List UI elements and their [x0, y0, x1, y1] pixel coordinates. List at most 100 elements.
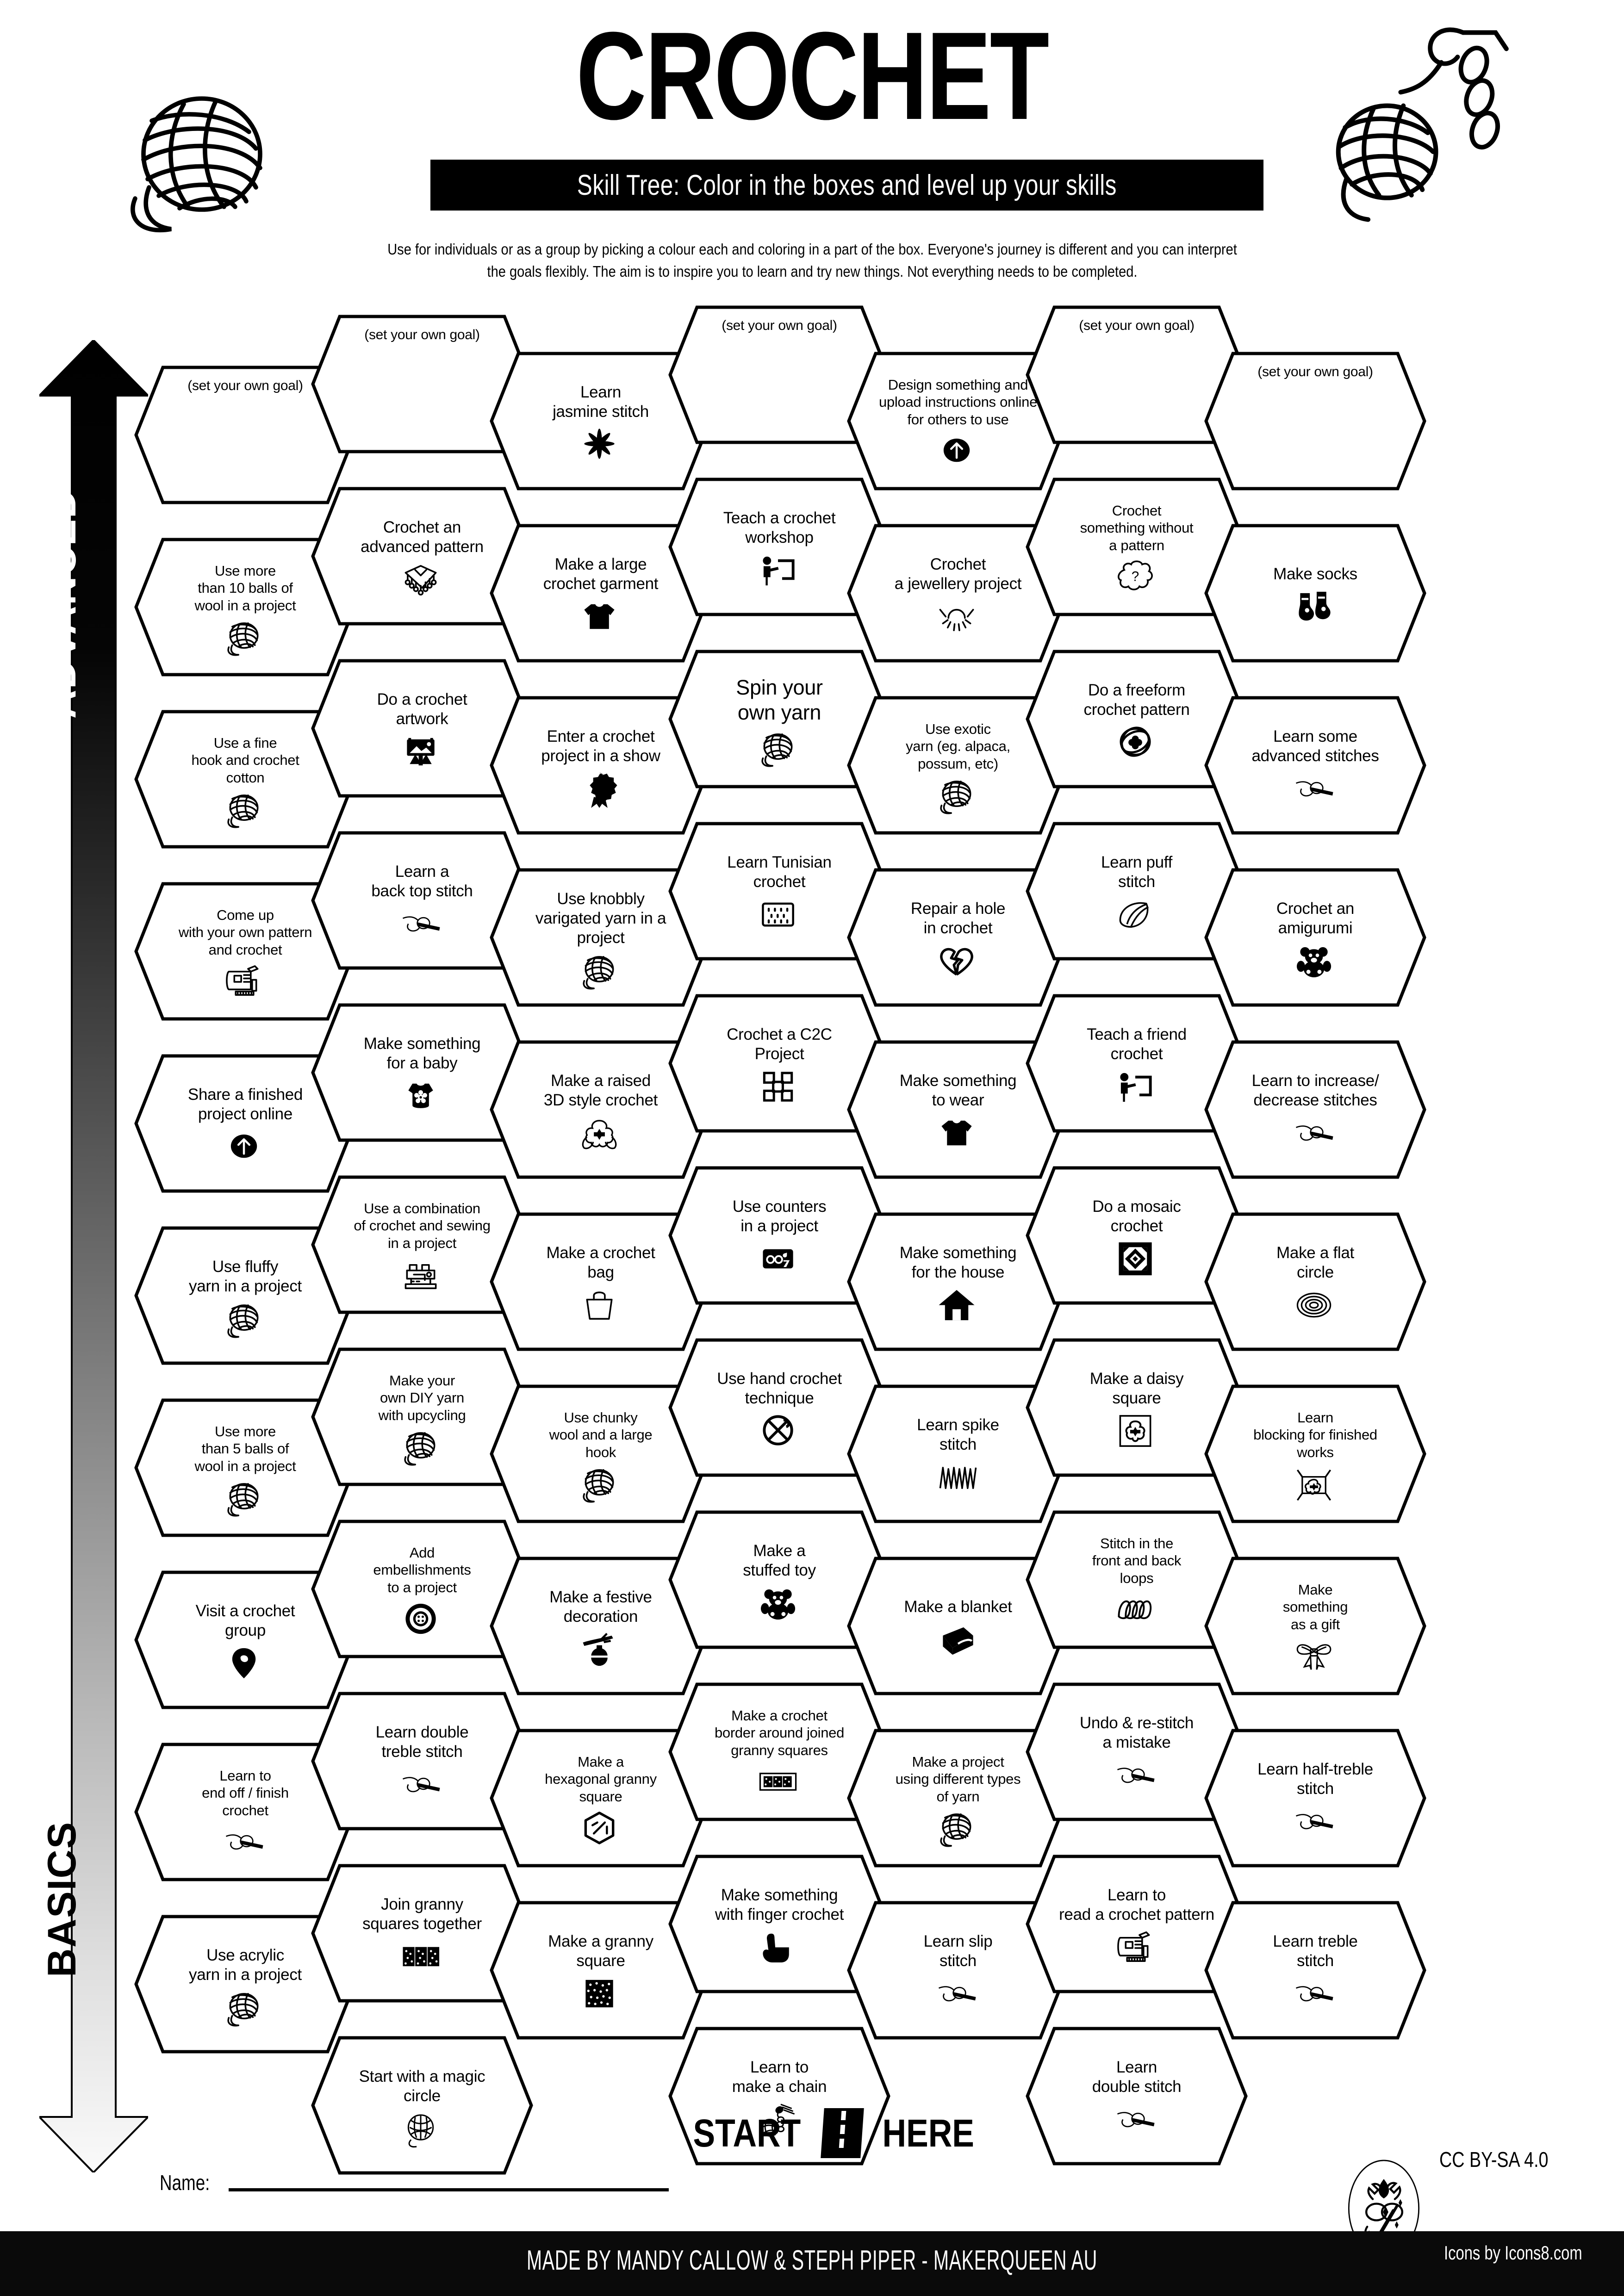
pattern-plan-icon	[223, 962, 268, 1002]
skill-hex-custom-goal[interactable]: (set your own goal)	[668, 305, 890, 444]
poncho-icon	[400, 560, 444, 600]
tshirt-icon	[936, 1114, 980, 1154]
yarn-ball-icon	[400, 1427, 444, 1467]
skill-hex-label: Crochet an amigurumi	[1276, 900, 1355, 937]
skill-hex[interactable]: Crochet a C2C Project	[668, 994, 890, 1133]
svg-text:?: ?	[1132, 569, 1139, 584]
easel-icon	[400, 732, 444, 772]
skill-hex-label: Use more than 5 balls of wool in a proje…	[194, 1423, 296, 1474]
skill-hex[interactable]: Do a mosaic crochet	[1026, 1166, 1248, 1305]
skill-hex[interactable]: Enter a crochet project in a show	[490, 696, 712, 835]
skill-hex[interactable]: Join granny squares together	[311, 1864, 533, 2003]
skill-hex[interactable]: Teach a friend crochet	[1026, 994, 1248, 1133]
skill-hex-label: Stitch in the front and back loops	[1092, 1535, 1182, 1586]
skill-hex-label: Enter a crochet project in a show	[541, 727, 660, 765]
skill-hex[interactable]: Learn to end off / finish crochet	[134, 1743, 356, 1881]
skill-hex-label: Make socks	[1273, 565, 1357, 583]
skill-hex-custom-goal[interactable]: (set your own goal)	[1026, 305, 1248, 444]
skill-hex[interactable]: Use a fine hook and crochet cotton	[134, 710, 356, 849]
skill-hex[interactable]: Use more than 10 balls of wool in a proj…	[134, 538, 356, 676]
skill-hex[interactable]: Learn double stitch	[1026, 2027, 1248, 2166]
skill-hex[interactable]: Use a combination of crochet and sewing …	[311, 1175, 533, 1314]
skill-hex[interactable]: Make a festive decoration	[490, 1557, 712, 1695]
crochet-hook-decor-right	[1333, 19, 1523, 252]
skill-hex[interactable]: Learn treble stitch	[1204, 1901, 1426, 2040]
skill-hex[interactable]: Learn half-treble stitch	[1204, 1729, 1426, 1868]
name-input-rule[interactable]	[229, 2188, 669, 2191]
skill-hex[interactable]: Make something for the house	[847, 1212, 1069, 1351]
skill-hex[interactable]: Stitch in the front and back loops	[1026, 1510, 1248, 1649]
skill-hex[interactable]: Use acrylic yarn in a project	[134, 1915, 356, 2054]
skill-hex-label: Make a project using different types of …	[895, 1754, 1021, 1805]
skill-hex[interactable]: Use fluffy yarn in a project	[134, 1226, 356, 1365]
skill-hex[interactable]: Make a large crochet garment	[490, 524, 712, 663]
skill-hex[interactable]: Spin your own yarn	[668, 650, 890, 788]
skill-hex[interactable]: Learn to increase/ decrease stitches	[1204, 1040, 1426, 1179]
skill-hex-label: Make a festive decoration	[549, 1588, 652, 1626]
hook-stitch-icon	[1293, 1114, 1338, 1154]
skill-hex[interactable]: Make something as a gift	[1204, 1557, 1426, 1695]
skill-hex[interactable]: Make a raised 3D style crochet	[490, 1040, 712, 1179]
skill-hex-label: Learn to make a chain	[732, 2058, 827, 2096]
skill-hex[interactable]: Crochet an amigurumi	[1204, 868, 1426, 1007]
skill-hex[interactable]: Make a flat circle	[1204, 1212, 1426, 1351]
skill-hex[interactable]: Learn slip stitch	[847, 1901, 1069, 2040]
yarn-ball-icon	[757, 729, 802, 769]
skill-hex-label: Learn slip stitch	[923, 1932, 993, 1970]
subtitle-banner: Skill Tree: Color in the boxes and level…	[430, 160, 1263, 211]
skill-hex[interactable]: Make your own DIY yarn with upcycling	[311, 1347, 533, 1486]
intro-blurb: Use for individuals or as a group by pic…	[387, 241, 1237, 280]
name-label: Name:	[160, 2171, 210, 2195]
skill-hex[interactable]: Crochet an advanced pattern	[311, 487, 533, 626]
teacher-icon	[757, 551, 802, 591]
skill-hex[interactable]: Use exotic yarn (eg. alpaca, possum, etc…	[847, 696, 1069, 835]
skill-hex[interactable]: Add embellishments to a project	[311, 1520, 533, 1658]
house-icon	[936, 1286, 980, 1326]
skill-hex-custom-goal[interactable]: (set your own goal)	[1204, 352, 1426, 490]
skill-hex[interactable]: Make something for a baby	[311, 1003, 533, 1142]
skill-hex[interactable]: Start with a magic circle	[311, 2036, 533, 2175]
skill-hex[interactable]: Make a daisy square	[1026, 1338, 1248, 1477]
skill-hex[interactable]: Make something to wear	[847, 1040, 1069, 1179]
jewellery-icon	[936, 597, 980, 637]
mosaic-icon	[1114, 1240, 1159, 1279]
skill-hex-label: Learn blocking for finished works	[1253, 1409, 1377, 1460]
skill-hex-label: Learn double treble stitch	[375, 1723, 469, 1761]
skill-hex[interactable]: Learn blocking for finished works	[1204, 1384, 1426, 1523]
skill-hex[interactable]: Repair a hole in crochet	[847, 868, 1069, 1007]
skill-hex[interactable]: Visit a crochet group	[134, 1570, 356, 1709]
skill-hex[interactable]: Learn a back top stitch	[311, 831, 533, 970]
name-field[interactable]: Name:	[160, 2170, 669, 2195]
skill-hex-label: Make a crochet border around joined gran…	[714, 1707, 845, 1758]
skill-hex-label: Make a flat circle	[1276, 1244, 1354, 1281]
no-hook-icon	[757, 1412, 802, 1452]
skill-hex[interactable]: Share a finished project online	[134, 1054, 356, 1193]
start-here-marker: START HERE	[662, 2108, 1004, 2159]
footer-bar	[0, 2231, 1624, 2296]
skill-hex-label: Use acrylic yarn in a project	[189, 1946, 302, 1984]
skill-hex[interactable]: Learn to read a crochet pattern	[1026, 1855, 1248, 1993]
granny-square-icon	[579, 1974, 623, 2014]
hook-stitch-icon	[400, 905, 444, 944]
freeform-icon	[1114, 723, 1159, 763]
skill-hex[interactable]: Make a project using different types of …	[847, 1729, 1069, 1868]
skill-hex-label: Teach a crochet workshop	[723, 509, 836, 546]
yarn-ball-icon	[579, 1464, 623, 1504]
skill-hex-label: Teach a friend crochet	[1087, 1025, 1187, 1063]
skill-hex[interactable]: Crochet something without a pattern?	[1026, 478, 1248, 616]
skill-hex[interactable]: Use knobbly varigated yarn in a project	[490, 868, 712, 1007]
skill-hex[interactable]: Use counters in a project	[668, 1166, 890, 1305]
skill-hex-label: Make a hexagonal granny square	[545, 1754, 657, 1805]
skill-hex-label: Learn some advanced stitches	[1251, 727, 1379, 765]
skill-hex-label: Learn a back top stitch	[371, 863, 473, 900]
skill-hex-label: Make a raised 3D style crochet	[543, 1072, 658, 1109]
magic-circle-icon	[400, 2110, 444, 2149]
skill-hex[interactable]: Design something and upload instructions…	[847, 352, 1069, 490]
skill-hex-label: Make something with finger crochet	[715, 1886, 844, 1924]
zigzag-icon	[936, 1458, 980, 1498]
skill-hex[interactable]: Use chunky wool and a large hook	[490, 1384, 712, 1523]
skill-hex[interactable]: Make a granny square	[490, 1901, 712, 2040]
skill-hex[interactable]: Learn some advanced stitches	[1204, 696, 1426, 835]
skill-hex[interactable]: Make socks	[1204, 524, 1426, 663]
skill-hex[interactable]: Learn Tunisian crochet	[668, 822, 890, 961]
